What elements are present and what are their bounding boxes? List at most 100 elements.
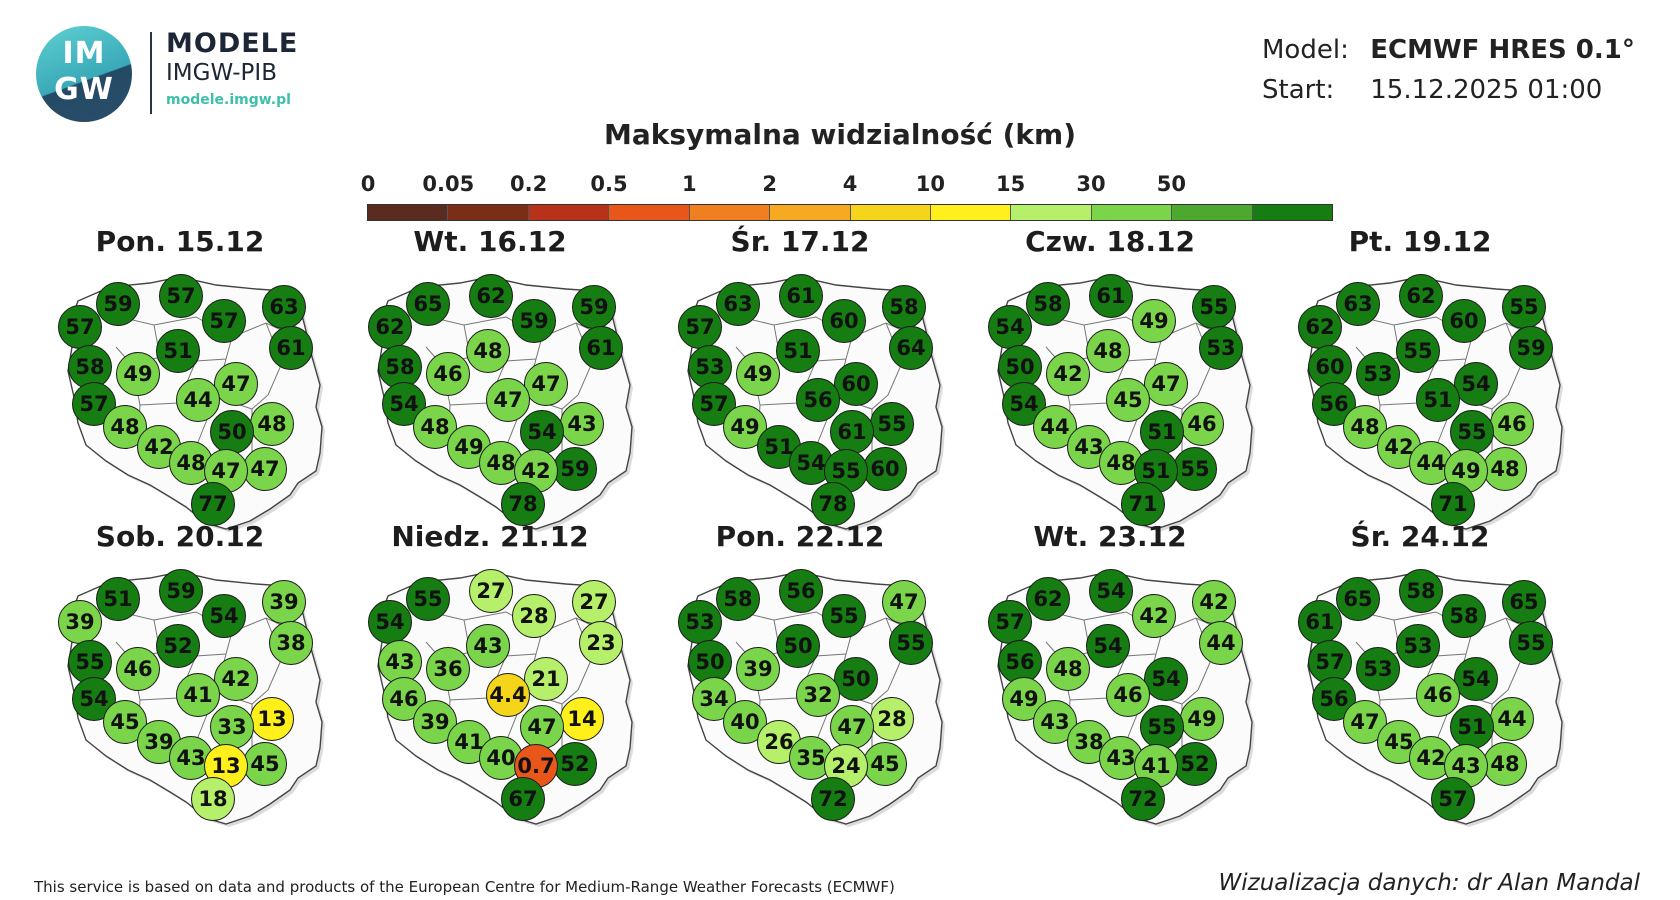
forecast-day-panel: Wt. 23.12 62 54 42 57 42 44 54 56 48 54 49 46 43 49 55 3… <box>950 520 1270 830</box>
visibility-marker: 49 <box>1132 299 1176 343</box>
visibility-marker: 57 <box>1431 777 1475 821</box>
visibility-marker: 48 <box>1046 647 1090 691</box>
visibility-marker: 51 <box>96 577 140 621</box>
visibility-marker: 61 <box>779 274 823 318</box>
visibility-marker: 46 <box>1490 402 1534 446</box>
visibility-marker: 53 <box>678 600 722 644</box>
visibility-marker: 48 <box>250 402 294 446</box>
visibility-marker: 46 <box>1106 673 1150 717</box>
visibility-marker: 40 <box>723 700 767 744</box>
visibility-marker: 54 <box>1089 569 1133 613</box>
visibility-marker: 54 <box>1086 624 1130 668</box>
visibility-marker: 61 <box>269 326 313 370</box>
forecast-day-panel: Sob. 20.12 51 59 39 39 54 38 52 55 46 42 54 41 45 13 33… <box>20 520 340 830</box>
visibility-marker: 47 <box>524 362 568 406</box>
visibility-marker: 23 <box>579 621 623 665</box>
visibility-marker: 60 <box>834 362 878 406</box>
color-scale-segment <box>1252 205 1333 220</box>
visibility-marker: 71 <box>1431 482 1475 526</box>
visibility-marker: 39 <box>58 600 102 644</box>
logo-emblem: IM GW <box>36 26 132 122</box>
visibility-marker: 45 <box>1377 720 1421 764</box>
map-title: Maksymalna widzialność (km) <box>603 118 1076 151</box>
visibility-marker: 47 <box>486 378 530 422</box>
forecast-day-panel: Pon. 22.12 58 56 47 53 55 55 50 50 39 50 34 32 40 28 47… <box>640 520 960 830</box>
visibility-marker: 13 <box>250 697 294 741</box>
visibility-marker: 43 <box>378 640 422 684</box>
legend-tick-label: 0.05 <box>422 172 475 196</box>
visibility-marker: 62 <box>368 305 412 349</box>
logo-text-bottom: GW <box>54 72 114 107</box>
visibility-marker: 55 <box>68 640 112 684</box>
visibility-marker: 56 <box>796 378 840 422</box>
color-scale-segment <box>1091 205 1173 220</box>
visibility-marker: 59 <box>512 299 556 343</box>
forecast-day-panel: Śr. 24.12 65 58 65 61 58 55 53 57 53 54 56 46 47 44 51 4… <box>1260 520 1580 830</box>
visibility-marker: 59 <box>1509 326 1553 370</box>
visibility-marker: 45 <box>243 742 287 786</box>
visibility-marker: 46 <box>426 352 470 396</box>
visibility-marker: 51 <box>1140 410 1184 454</box>
visibility-marker: 52 <box>156 624 200 668</box>
visibility-marker: 55 <box>870 402 914 446</box>
visibility-marker: 65 <box>1336 577 1380 621</box>
color-scale-segment <box>448 205 529 220</box>
visibility-marker: 54 <box>202 594 246 638</box>
legend-tick-label: 1 <box>682 172 697 196</box>
visibility-marker: 54 <box>520 410 564 454</box>
visibility-marker: 58 <box>68 345 112 389</box>
visibility-marker: 53 <box>1356 647 1400 691</box>
visibility-marker: 57 <box>202 299 246 343</box>
color-scale-segment <box>1172 205 1253 220</box>
visibility-marker: 42 <box>214 657 258 701</box>
visibility-marker: 54 <box>1144 657 1188 701</box>
legend-tick-label: 10 <box>915 172 945 196</box>
visibility-marker: 21 <box>524 657 568 701</box>
visibility-marker: 47 <box>243 447 287 491</box>
visibility-marker: 49 <box>736 352 780 396</box>
visibility-marker: 57 <box>692 382 736 426</box>
day-label: Wt. 16.12 <box>413 225 567 258</box>
visibility-marker: 55 <box>406 577 450 621</box>
legend-tick-label: 30 <box>1076 172 1106 196</box>
color-scale-segment <box>770 205 851 220</box>
visibility-marker: 56 <box>998 640 1042 684</box>
visibility-marker: 57 <box>58 305 102 349</box>
visibility-marker: 60 <box>1442 299 1486 343</box>
color-scale-segment <box>1011 205 1092 220</box>
visibility-marker: 55 <box>1450 410 1494 454</box>
visibility-marker: 43 <box>1067 425 1111 469</box>
visibility-marker: 71 <box>1121 482 1165 526</box>
visibility-marker: 47 <box>882 580 926 624</box>
visibility-marker: 44 <box>176 378 220 422</box>
day-label: Niedz. 21.12 <box>391 520 589 553</box>
visibility-marker: 59 <box>159 569 203 613</box>
visibility-marker: 54 <box>368 600 412 644</box>
visibility-marker: 61 <box>830 410 874 454</box>
visibility-marker: 55 <box>1173 447 1217 491</box>
imgw-logo: IM GW MODELE IMGW-PIB modele.imgw.pl <box>36 26 336 126</box>
visibility-marker: 57 <box>678 305 722 349</box>
visibility-marker: 65 <box>1502 580 1546 624</box>
color-scale-segment <box>930 205 1012 220</box>
visibility-marker: 55 <box>1192 285 1236 329</box>
visibility-marker: 58 <box>1026 282 1070 326</box>
visibility-marker: 27 <box>572 580 616 624</box>
legend-tick-label: 0 <box>360 172 376 196</box>
visibility-marker: 51 <box>156 329 200 373</box>
visibility-marker: 4.4 <box>486 673 530 717</box>
visibility-marker: 56 <box>779 569 823 613</box>
ecmwf-credit: This service is based on data and produc… <box>34 878 895 896</box>
visibility-marker: 28 <box>512 594 556 638</box>
visibility-marker: 41 <box>176 673 220 717</box>
model-value: ECMWF HRES 0.1° <box>1370 35 1635 65</box>
visibility-marker: 48 <box>1086 329 1130 373</box>
visibility-marker: 46 <box>382 677 426 721</box>
visibility-marker: 57 <box>988 600 1032 644</box>
legend-tick-label: 15 <box>996 172 1026 196</box>
visibility-marker: 42 <box>1132 594 1176 638</box>
visibility-marker: 46 <box>1180 402 1224 446</box>
visibility-marker: 62 <box>469 274 513 318</box>
visibility-marker: 51 <box>776 329 820 373</box>
visibility-marker: 49 <box>1180 697 1224 741</box>
